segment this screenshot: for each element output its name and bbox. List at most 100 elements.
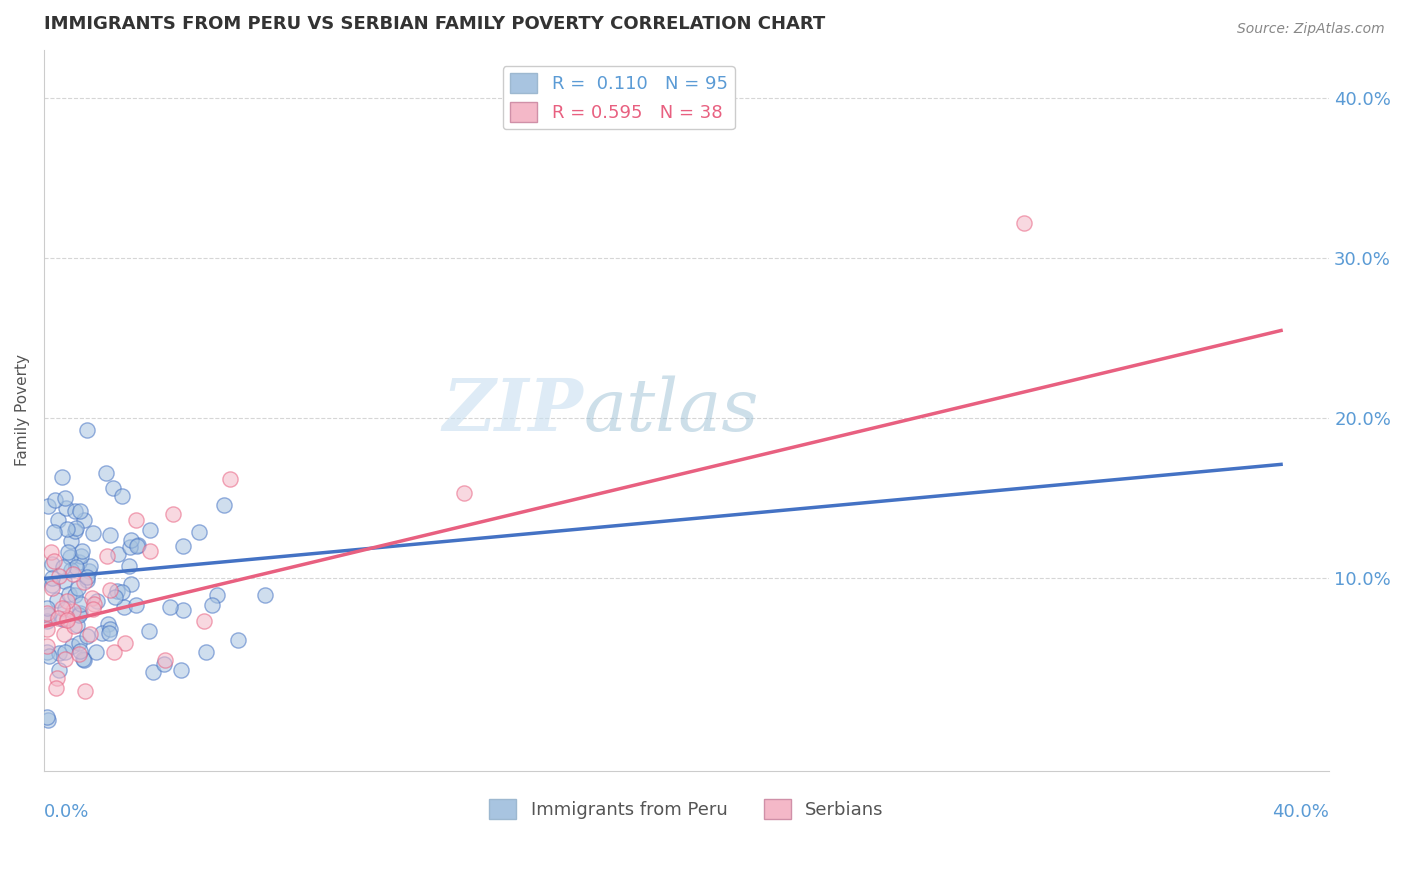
Point [67, 581, 90, 595]
Point [53, 645, 76, 659]
Point [67, 647, 90, 661]
Point [66, 617, 89, 632]
Point [52, 626, 75, 640]
Point [60, 639, 83, 653]
Point [37, 639, 59, 653]
Point [42, 554, 65, 568]
Point [55, 522, 77, 536]
Point [98, 622, 121, 636]
Point [142, 665, 165, 680]
Point [46, 593, 69, 607]
Point [51, 601, 73, 615]
Point [53, 491, 76, 505]
Point [82, 601, 104, 615]
Point [59, 534, 82, 549]
Point [59, 563, 82, 577]
Point [45, 671, 67, 685]
Point [107, 547, 129, 561]
Point [120, 533, 142, 547]
Point [103, 645, 125, 659]
Point [453, 485, 475, 500]
Point [139, 523, 162, 537]
Point [112, 600, 135, 615]
Point [37, 710, 59, 724]
Point [201, 598, 224, 612]
Point [65, 520, 87, 534]
Y-axis label: Family Poverty: Family Poverty [15, 354, 30, 467]
Point [153, 657, 176, 672]
Point [51, 470, 73, 484]
Point [67, 635, 90, 649]
Point [114, 635, 136, 649]
Point [52, 574, 75, 588]
Point [117, 558, 139, 573]
Text: 40.0%: 40.0% [1272, 803, 1329, 822]
Point [138, 624, 160, 638]
Point [79, 626, 101, 640]
Point [187, 524, 209, 539]
Point [52, 612, 75, 626]
Point [41, 558, 63, 572]
Point [212, 498, 235, 512]
Text: Source: ZipAtlas.com: Source: ZipAtlas.com [1237, 22, 1385, 37]
Point [83, 597, 105, 611]
Point [37, 614, 59, 628]
Point [76, 423, 98, 437]
Point [76, 569, 98, 583]
Point [82, 526, 104, 541]
Point [105, 584, 128, 599]
Point [120, 577, 142, 591]
Point [41, 571, 63, 585]
Point [193, 614, 215, 628]
Point [91, 626, 114, 640]
Point [86, 593, 108, 607]
Point [55, 613, 77, 627]
Point [207, 588, 229, 602]
Point [155, 653, 177, 667]
Point [120, 540, 142, 554]
Point [46, 611, 69, 625]
Point [69, 503, 91, 517]
Point [138, 543, 160, 558]
Point [55, 501, 77, 516]
Point [44, 492, 66, 507]
Point [48, 663, 70, 677]
Point [56, 611, 79, 625]
Point [72, 544, 94, 558]
Point [37, 714, 59, 728]
Point [69, 644, 91, 658]
Point [67, 607, 90, 622]
Point [62, 604, 84, 618]
Point [97, 616, 120, 631]
Point [97, 626, 120, 640]
Point [162, 507, 184, 521]
Point [56, 593, 79, 607]
Point [159, 599, 181, 614]
Point [46, 513, 69, 527]
Point [37, 606, 59, 620]
Point [63, 504, 86, 518]
Point [72, 652, 94, 666]
Point [76, 629, 98, 643]
Point [125, 513, 148, 527]
Point [1012, 216, 1035, 230]
Point [96, 549, 118, 563]
Point [94, 467, 117, 481]
Point [172, 603, 194, 617]
Point [65, 559, 87, 574]
Point [73, 575, 96, 590]
Point [48, 568, 70, 582]
Point [59, 549, 82, 564]
Point [37, 601, 59, 615]
Point [98, 528, 121, 542]
Point [75, 683, 97, 698]
Point [38, 649, 60, 664]
Text: IMMIGRANTS FROM PERU VS SERBIAN FAMILY POVERTY CORRELATION CHART: IMMIGRANTS FROM PERU VS SERBIAN FAMILY P… [44, 15, 825, 33]
Point [48, 646, 70, 660]
Point [45, 681, 67, 695]
Point [98, 582, 121, 597]
Point [253, 588, 276, 602]
Point [37, 645, 59, 659]
Point [44, 525, 66, 540]
Point [101, 481, 124, 495]
